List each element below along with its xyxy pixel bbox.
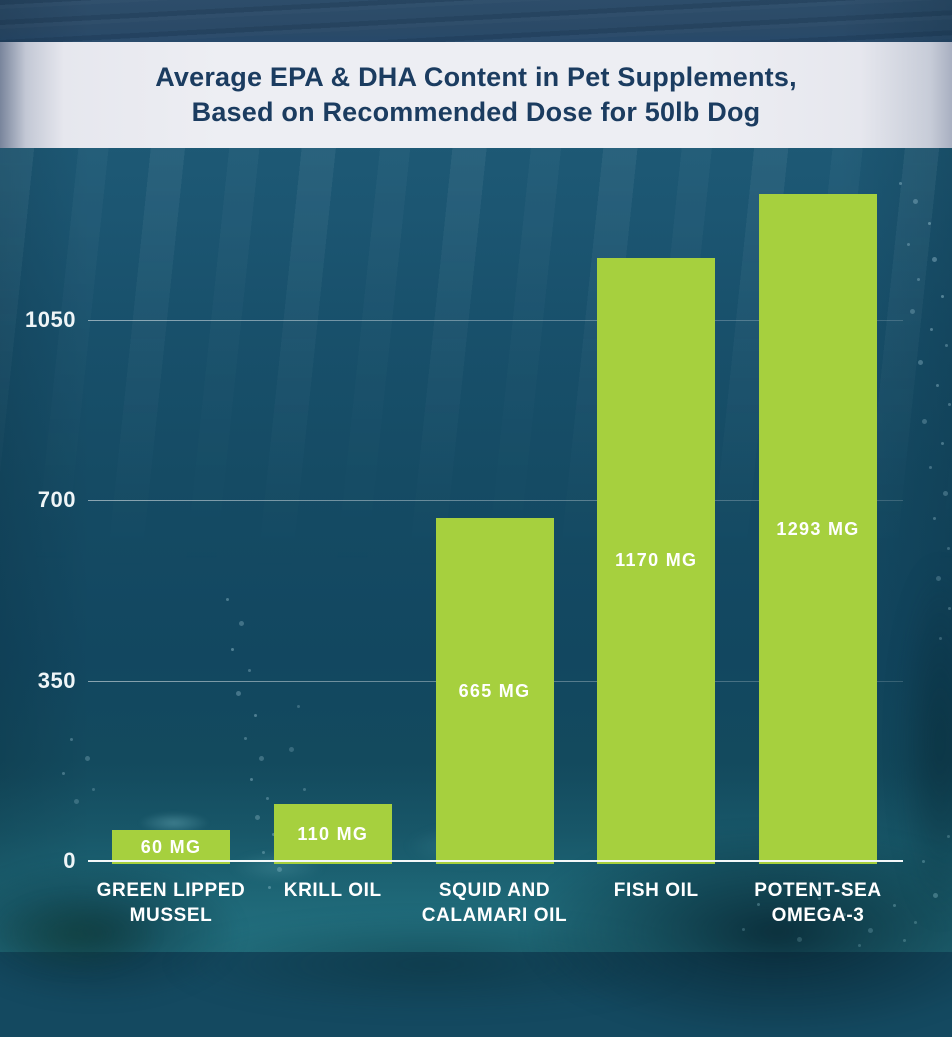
bar-value-label: 1170 MG [615,550,698,571]
category-label: KRILL OIL [283,880,382,901]
sand-light-patch [138,812,210,834]
bar-value-label: 1293 MG [776,518,860,539]
bar-value-label: 110 MG [297,823,369,844]
bar: 1293 MG [759,194,877,864]
y-tick-label: 350 [37,667,76,693]
gridline [88,319,903,321]
bar: 665 MG [435,518,554,864]
category-label: GREEN LIPPED MUSSEL [96,880,246,926]
y-tick-label: 1050 [25,306,76,332]
y-tick-label: 0 [63,848,76,873]
bar: 110 MG [273,804,392,864]
bar: 60 MG [112,830,230,864]
chart-title-line1: Average EPA & DHA Content in Pet Supplem… [155,62,797,92]
category-label: POTENT-SEA OMEGA-3 [754,880,882,926]
chart-title-line2: Based on Recommended Dose for 50lb Dog [191,97,761,127]
chart-layer: 0 350 700 1050 60 MG GREEN LIPPED MUSSEL 110 M… [25,194,903,926]
header-band: Average EPA & DHA Content in Pet Supplem… [0,42,952,148]
x-axis-line [88,860,903,862]
gridline [88,500,903,502]
category-label: SQUID AND CALAMARI OIL [421,880,568,926]
category-label: FISH OIL [613,880,699,901]
bar-value-label: 665 MG [458,680,531,701]
water-surface [0,0,952,42]
bar: 1170 MG [597,257,716,864]
y-tick-label: 700 [37,487,76,513]
bar-value-label: 60 MG [140,836,202,857]
